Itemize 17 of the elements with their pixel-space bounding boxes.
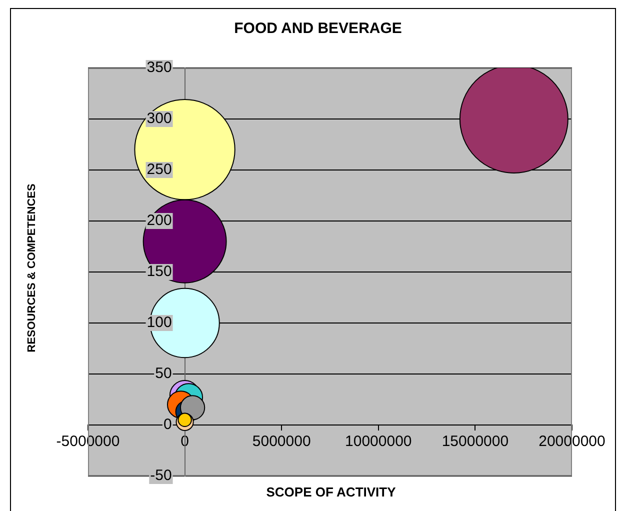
y-tick-label: 100: [146, 314, 172, 332]
x-tick-label: -5000000: [56, 433, 120, 450]
y-tick-label: 250: [146, 161, 172, 178]
y-tick-label: -50: [150, 467, 172, 484]
x-tick-label: 15000000: [442, 433, 509, 450]
y-tick-label: 350: [146, 59, 172, 76]
x-tick-label: 20000000: [538, 433, 606, 450]
x-tick-label: 5000000: [252, 433, 311, 450]
y-tick-label: 50: [155, 365, 172, 382]
chart-title: FOOD AND BEVERAGE: [234, 20, 402, 38]
x-axis-title: SCOPE OF ACTIVITY: [266, 484, 396, 500]
y-axis-title: RESOURCES & COMPETENCES: [26, 184, 38, 352]
x-tick-label: 10000000: [345, 433, 412, 450]
y-tick-label: 300: [146, 110, 172, 128]
y-tick-label: 150: [146, 263, 172, 280]
y-tick-label: 200: [146, 212, 172, 230]
y-tick-label: 0: [163, 416, 172, 434]
